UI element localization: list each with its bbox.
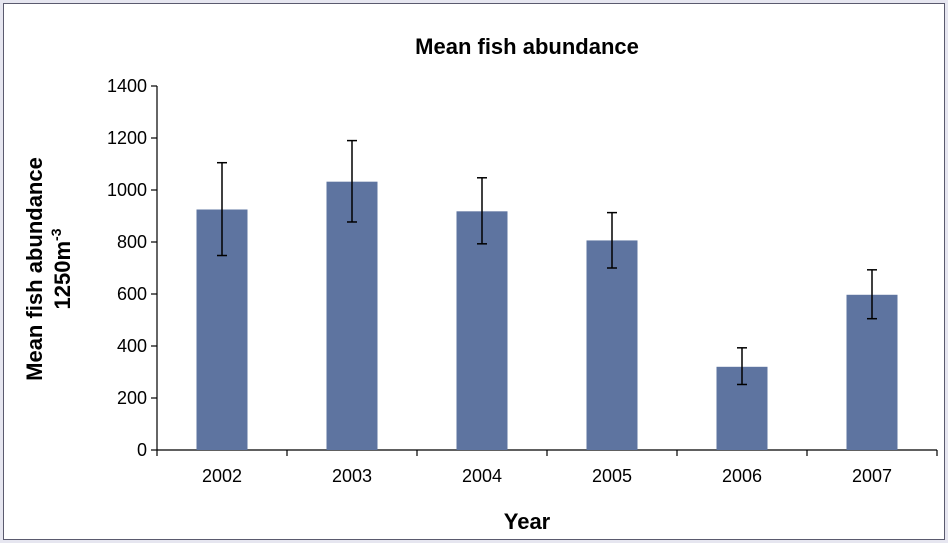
bar-2003 [326, 181, 378, 450]
y-axis-title-unit: 1250m [50, 241, 75, 310]
chart-frame: Mean fish abundance Mean fish abundance … [3, 3, 945, 540]
x-tick-label-2002: 2002 [202, 466, 242, 486]
y-tick-label: 200 [117, 388, 147, 408]
bar-chart: Mean fish abundance Mean fish abundance … [22, 34, 938, 534]
bar-2004 [456, 211, 508, 450]
y-axis-title-line1: Mean fish abundance [22, 157, 47, 381]
plot-area: 0 200 400 600 800 1000 1200 1400 2002 2003 2004 200… [107, 76, 938, 486]
x-tick-label-2003: 2003 [332, 466, 372, 486]
x-tick-label-2007: 2007 [852, 466, 892, 486]
y-axis-title-line2: 1250m-3 [48, 228, 75, 309]
y-tick-label: 1200 [107, 128, 147, 148]
bar-2007 [846, 294, 898, 450]
y-tick-label: 600 [117, 284, 147, 304]
x-axis-title: Year [504, 509, 551, 534]
y-tick-label: 0 [137, 440, 147, 460]
x-tick-label-2006: 2006 [722, 466, 762, 486]
x-tick-label-2005: 2005 [592, 466, 632, 486]
y-tick-label: 400 [117, 336, 147, 356]
y-tick-label: 800 [117, 232, 147, 252]
bar-2005 [586, 240, 638, 450]
y-axis-title: Mean fish abundance 1250m-3 [22, 157, 75, 381]
y-tick-label: 1000 [107, 180, 147, 200]
y-tick-label: 1400 [107, 76, 147, 96]
x-tick-label-2004: 2004 [462, 466, 502, 486]
chart-title: Mean fish abundance [415, 34, 639, 59]
y-axis-title-unit-exponent: -3 [48, 228, 64, 241]
